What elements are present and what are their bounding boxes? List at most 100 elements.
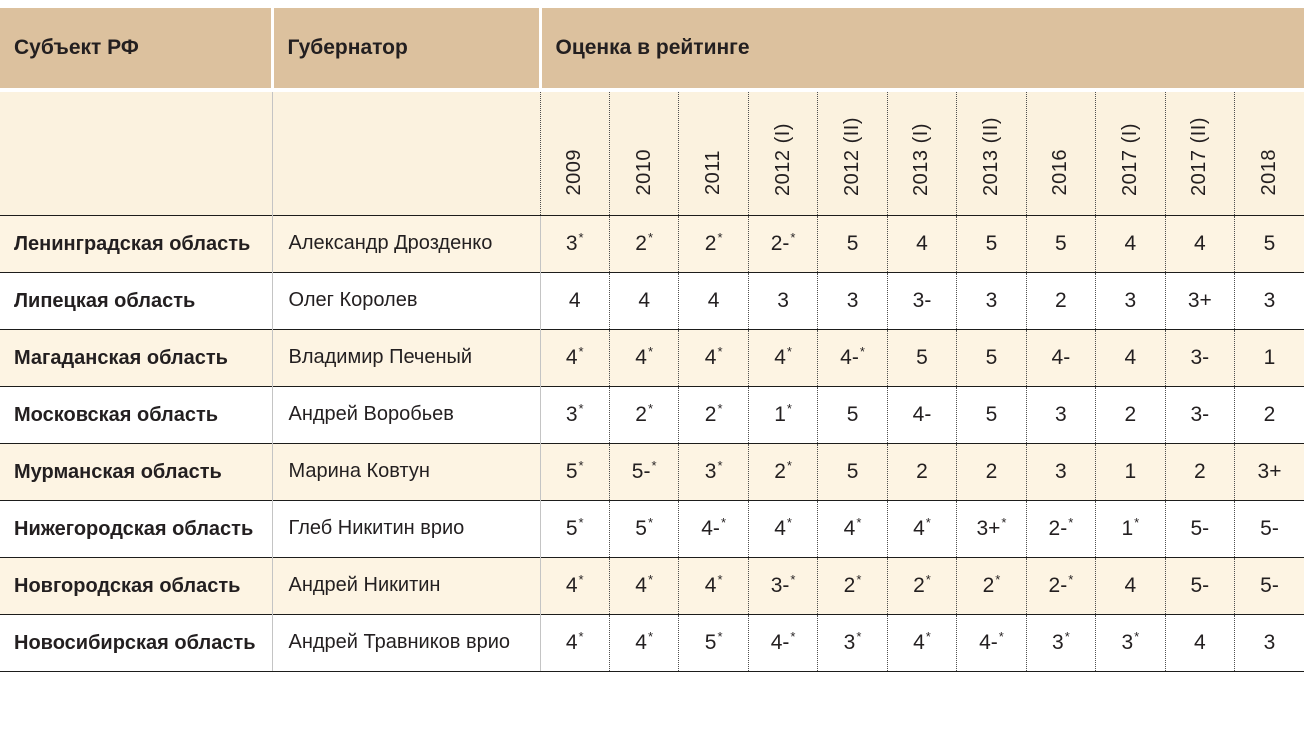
score-cell: 1*: [747, 385, 818, 443]
year-header: 2013 (II): [956, 90, 1027, 215]
score-cell: 2-*: [747, 214, 818, 272]
year-header: 2016: [1025, 90, 1096, 215]
score-cell: 3: [817, 271, 888, 329]
year-header: 2010: [608, 90, 679, 215]
year-label: 2016: [1049, 149, 1072, 196]
score-cell: 4: [1095, 556, 1166, 614]
score-cell: 5*: [608, 499, 679, 557]
score-cell: 4*: [886, 613, 957, 672]
score-cell: 4-*: [956, 613, 1027, 672]
footnote-star: *: [578, 343, 584, 359]
score-cell: 5-: [1234, 499, 1304, 557]
footnote-star: *: [578, 514, 584, 530]
year-header: 2013 (I): [886, 90, 957, 215]
score-cell: 4*: [747, 499, 818, 557]
score-cell: 4*: [608, 328, 679, 386]
page: Субъект РФ Губернатор Оценка в рейтинге …: [0, 8, 1304, 672]
score-cell: 3: [1234, 613, 1304, 672]
table-row: Новосибирская область Андрей Травников вр…: [0, 613, 1304, 672]
footnote-star: *: [578, 229, 584, 245]
footnote-star: *: [995, 571, 1001, 587]
year-label: 2017 (II): [1188, 116, 1211, 196]
footnote-star: *: [856, 628, 862, 644]
year-header: 2018: [1234, 90, 1304, 215]
governor-name: Владимир Печеный: [271, 328, 540, 386]
score-cell: 2*: [817, 556, 888, 614]
score-cell: 5-: [1234, 556, 1304, 614]
footnote-star: *: [856, 571, 862, 587]
footnote-star: *: [859, 343, 865, 359]
table-header: Субъект РФ Губернатор Оценка в рейтинге …: [0, 8, 1304, 215]
score-cell: 3: [747, 271, 818, 329]
score-cell: 3*: [539, 214, 610, 272]
year-label: 2010: [632, 149, 655, 196]
score-cell: 2-*: [1025, 556, 1096, 614]
governor-name: Александр Дрозденко: [271, 214, 540, 272]
score-cell: 4*: [678, 556, 749, 614]
score-cell: 3*: [1025, 613, 1096, 672]
score-cell: 3: [1095, 271, 1166, 329]
years-header-row: 2009 2010 2011 2012 (I) 2012 (II) 2013 (I) 201…: [0, 90, 1304, 215]
region-name: Новгородская область: [0, 556, 272, 614]
region-name: Нижегородская область: [0, 499, 272, 557]
footnote-star: *: [647, 343, 654, 359]
table-row: Московская область Андрей Воробьев 3* 2* 2* 1…: [0, 385, 1304, 443]
footnote-star: *: [717, 229, 723, 245]
footnote-star: *: [720, 514, 726, 530]
score-cell: 4: [886, 214, 957, 272]
score-cell: 3-: [1164, 328, 1235, 386]
score-cell: 4*: [539, 613, 610, 672]
footnote-star: *: [647, 514, 654, 530]
score-cell: 2: [956, 442, 1027, 500]
footnote-star: *: [790, 628, 796, 644]
region-name: Ленинградская область: [0, 214, 272, 272]
table-row: Липецкая область Олег Королев 4 4 4 3 3 3- 3 2 3 3+…: [0, 271, 1304, 329]
footnote-star: *: [786, 400, 792, 416]
footnote-star: *: [647, 628, 654, 644]
score-cell: 4-*: [678, 499, 749, 557]
score-cell: 5: [817, 214, 888, 272]
score-cell: 4: [1095, 214, 1166, 272]
score-cell: 5*: [539, 442, 610, 500]
score-cell: 4: [539, 271, 610, 329]
footnote-star: *: [1064, 628, 1070, 644]
score-cell: 4*: [608, 613, 679, 672]
score-cell: 4*: [539, 328, 610, 386]
footnote-star: *: [647, 400, 654, 416]
score-cell: 4: [1164, 214, 1235, 272]
score-cell: 2-*: [1025, 499, 1096, 557]
year-header: 2012 (II): [817, 90, 888, 215]
score-cell: 4: [1164, 613, 1235, 672]
score-cell: 4*: [817, 499, 888, 557]
score-cell: 3: [956, 271, 1027, 329]
column-header-rating: Оценка в рейтинге: [538, 8, 1304, 92]
score-cell: 4*: [747, 328, 818, 386]
score-cell: 4*: [886, 499, 957, 557]
region-name: Липецкая область: [0, 271, 272, 329]
score-cell: 2*: [608, 385, 679, 443]
footnote-star: *: [925, 628, 931, 644]
score-cell: 5: [817, 442, 888, 500]
score-cell: 2*: [956, 556, 1027, 614]
score-cell: 3*: [678, 442, 749, 500]
score-cell: 5*: [678, 613, 749, 672]
score-cell: 3-: [1164, 385, 1235, 443]
year-header: 2017 (I): [1095, 90, 1166, 215]
table-row: Нижегородская область Глеб Никитин врио 5*…: [0, 499, 1304, 557]
footnote-star: *: [925, 514, 931, 530]
score-cell: 2: [1164, 442, 1235, 500]
region-name: Магаданская область: [0, 328, 272, 386]
score-cell: 5-: [1164, 499, 1235, 557]
years-row-spacer-governor: [271, 90, 540, 215]
footnote-star: *: [856, 514, 862, 530]
footnote-star: *: [717, 400, 723, 416]
governor-name: Марина Ковтун: [271, 442, 540, 500]
score-cell: 3+: [1164, 271, 1235, 329]
footnote-star: *: [790, 571, 796, 587]
year-label: 2012 (II): [841, 116, 864, 196]
footnote-star: *: [998, 628, 1004, 644]
score-cell: 5-*: [608, 442, 679, 500]
score-cell: 4*: [539, 556, 610, 614]
footnote-star: *: [925, 571, 931, 587]
footnote-star: *: [578, 628, 584, 644]
